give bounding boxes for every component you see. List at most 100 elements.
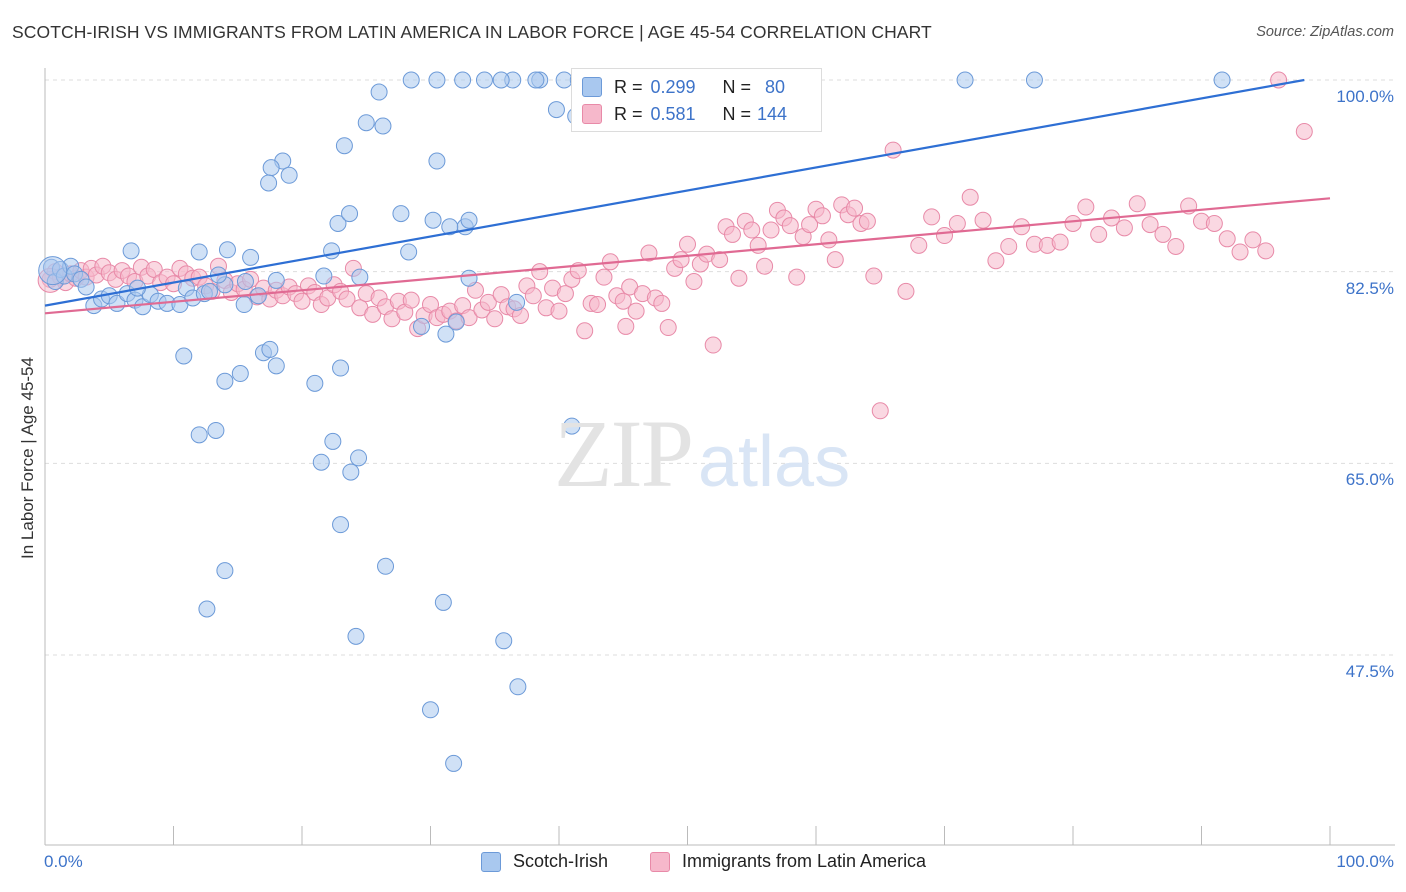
latin-america-point	[672, 251, 690, 269]
n-value: 80	[765, 76, 786, 97]
latin-america-point	[923, 208, 941, 226]
scotch-irish-point	[341, 205, 359, 223]
scotch-irish-point	[332, 516, 350, 534]
latin-america-point	[486, 310, 504, 328]
scotch-irish-point	[77, 278, 95, 296]
scotch-irish-point	[460, 269, 478, 287]
latin-america-point	[550, 302, 568, 320]
latin-america-point	[1128, 195, 1146, 213]
latin-america-point	[846, 199, 864, 217]
stats-row-latin-america: R = 0.581 N = 144	[582, 101, 787, 127]
latin-america-point	[576, 322, 594, 340]
latin-america-point	[711, 251, 729, 269]
scotch-irish-point	[374, 117, 392, 135]
latin-america-point	[685, 273, 703, 291]
scotch-irish-point	[527, 71, 545, 89]
latin-america-point	[293, 292, 311, 310]
latin-america-point	[1244, 231, 1262, 249]
latin-america-point	[788, 268, 806, 286]
latin-america-point	[826, 251, 844, 269]
r-value: 0.581	[650, 103, 696, 124]
latin-america-point	[556, 285, 574, 303]
scotch-irish-point	[175, 347, 193, 365]
latin-america-point	[679, 235, 696, 253]
r-value: 0.299	[650, 76, 696, 97]
scotch-irish-point	[495, 632, 513, 650]
trend-line-latin-america	[44, 197, 1331, 315]
scotch-irish-point	[347, 627, 365, 645]
scotch-irish-point	[335, 137, 353, 155]
scotch-irish-point	[370, 83, 388, 101]
latin-america-point	[1141, 216, 1159, 234]
scotch-irish-point	[198, 600, 216, 618]
scotch-irish-point	[190, 426, 208, 444]
latin-america-point	[1090, 225, 1108, 243]
y-tick-label: 65.0%	[1345, 470, 1394, 490]
latin-america-point	[820, 231, 838, 249]
scotch-irish-point	[207, 421, 225, 439]
scotch-irish-point	[492, 71, 510, 89]
latin-america-point	[479, 293, 497, 311]
legend-item-scotch-irish[interactable]: Scotch-Irish	[481, 851, 608, 872]
scotch-irish-point	[428, 152, 446, 170]
r-label: R =	[614, 76, 643, 97]
scotch-irish-point	[262, 159, 280, 177]
scotch-irish-point	[236, 273, 254, 291]
latin-america-point	[1064, 214, 1082, 232]
watermark-zip: ZIP	[554, 400, 694, 507]
chart-source: Source: ZipAtlas.com	[1256, 24, 1394, 40]
latin-america-point	[948, 214, 966, 232]
scotch-irish-point	[441, 218, 459, 236]
scotch-irish-point	[38, 256, 68, 286]
scotch-irish-point	[312, 453, 330, 471]
scotch-irish-point	[332, 359, 350, 377]
latin-america-point	[614, 292, 632, 310]
scotch-irish-point	[445, 754, 463, 772]
scotch-irish-point	[280, 166, 298, 184]
latin-america-point	[640, 244, 658, 262]
scotch-irish-point	[315, 267, 333, 285]
trend-line-scotch-irish	[44, 78, 1305, 307]
y-axis-label: In Labor Force | Age 45-54	[18, 357, 37, 559]
scotch-irish-point	[475, 71, 493, 89]
latin-america-point	[756, 257, 774, 275]
latin-america-point	[743, 221, 761, 239]
latin-america-point	[1257, 242, 1275, 260]
scotch-irish-point	[267, 357, 285, 375]
latin-america-point	[589, 296, 607, 314]
scotch-irish-point	[323, 242, 341, 260]
gridlines	[45, 79, 1395, 656]
scotch-irish-point	[324, 432, 342, 450]
scotch-irish-point	[216, 372, 234, 390]
scotch-irish-point	[454, 71, 472, 89]
latin-america-point	[871, 402, 889, 420]
scotch-irish-point	[509, 678, 527, 696]
latin-america-point	[781, 217, 799, 235]
latin-america-point	[1295, 122, 1313, 140]
scotch-irish-point	[413, 317, 431, 335]
trend-lines	[44, 78, 1331, 315]
latin-america-point	[897, 282, 915, 300]
scotch-irish-point	[267, 271, 285, 289]
x-tick-label: 100.0%	[1336, 852, 1394, 871]
latin-america-point	[1115, 219, 1133, 237]
scotch-irish-point	[434, 593, 452, 611]
scotch-irish-point	[424, 211, 442, 229]
n-label: N =	[722, 103, 752, 124]
latin-america-point	[910, 236, 928, 254]
n-value: 144	[757, 103, 788, 124]
latin-america-point	[653, 294, 671, 312]
scotch-irish-point	[350, 449, 368, 467]
scotch-irish-point	[1025, 71, 1043, 89]
latin-america-point	[338, 290, 356, 308]
latin-america-point	[1167, 237, 1185, 255]
latin-america-point	[801, 216, 819, 234]
zipatlas-watermark: ZIPatlas	[554, 398, 850, 509]
latin-america-point	[987, 252, 1005, 270]
legend-swatch-latin-america	[650, 851, 670, 872]
latin-america-point	[1205, 214, 1223, 232]
latin-america-point	[402, 291, 420, 309]
legend-item-latin-america[interactable]: Immigrants from Latin America	[650, 851, 926, 872]
scotch-irish-point	[400, 243, 418, 261]
scotch-irish-point	[402, 71, 420, 89]
